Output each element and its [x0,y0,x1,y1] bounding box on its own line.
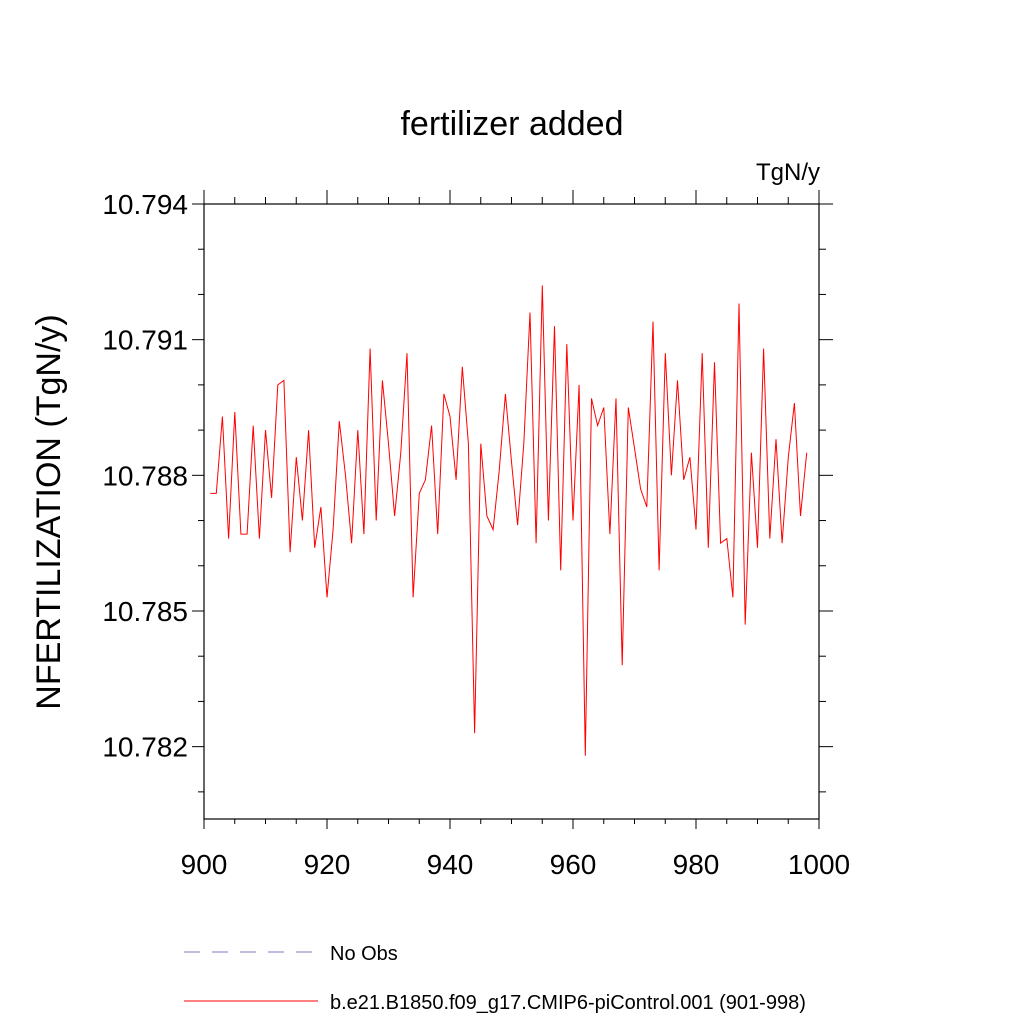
x-tick-label: 980 [673,849,720,880]
y-tick-label: 10.782 [102,732,188,763]
y-tick-label: 10.794 [102,189,188,220]
legend: No Obs b.e21.B1850.f09_g17.CMIP6-piContr… [184,943,806,1014]
y-tick-label: 10.785 [102,596,188,627]
y-tick-label: 10.791 [102,325,188,356]
legend-label-no-obs: No Obs [330,943,398,965]
y-axis-label: NFERTILIZATION (TgN/y) [30,314,68,709]
x-tick-label: 940 [427,849,474,880]
plot-frame [203,203,820,820]
legend-label-picontrol: b.e21.B1850.f09_g17.CMIP6-piControl.001 … [330,992,806,1014]
series-line [210,285,808,756]
series-points [209,284,809,757]
units-label: TgN/y [756,159,820,186]
axis-ticks [192,190,833,829]
axis-tick-labels: 900 920 940 960 980 1000 10.782 10.785 10.788 10.… [102,189,850,880]
x-tick-label: 1000 [788,849,850,880]
x-tick-label: 920 [304,849,351,880]
chart-title: fertilizer added [400,105,623,143]
x-tick-label: 960 [550,849,597,880]
y-tick-label: 10.788 [102,460,188,491]
x-tick-label: 900 [181,849,228,880]
